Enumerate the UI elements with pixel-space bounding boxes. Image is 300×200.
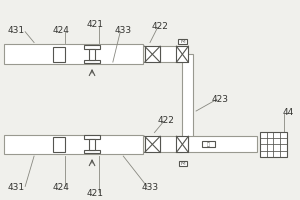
Bar <box>84 45 100 49</box>
Bar <box>53 47 65 62</box>
Bar <box>145 46 160 62</box>
Bar <box>260 132 287 157</box>
Text: 阀: 阀 <box>207 142 210 147</box>
Bar <box>202 141 215 147</box>
Bar <box>176 136 188 152</box>
Bar <box>178 39 187 44</box>
Text: 431: 431 <box>8 26 25 35</box>
Bar <box>188 136 257 152</box>
Text: 431: 431 <box>8 183 25 192</box>
Text: 424: 424 <box>52 26 69 35</box>
Text: 433: 433 <box>115 26 132 35</box>
Text: 433: 433 <box>141 183 159 192</box>
Text: M: M <box>180 39 185 44</box>
Bar <box>53 137 65 152</box>
Text: 421: 421 <box>86 189 103 198</box>
Bar <box>89 49 95 60</box>
Text: 44: 44 <box>283 108 294 117</box>
Text: 423: 423 <box>211 95 228 104</box>
Bar <box>4 44 142 64</box>
Bar <box>84 60 100 63</box>
Text: 422: 422 <box>158 116 175 125</box>
Bar <box>160 136 182 152</box>
Bar <box>179 161 187 166</box>
Bar <box>84 135 100 139</box>
Text: 424: 424 <box>52 183 69 192</box>
Bar <box>182 54 193 144</box>
Bar <box>145 136 160 152</box>
Bar <box>176 46 188 62</box>
Bar <box>84 150 100 153</box>
Text: 421: 421 <box>86 20 103 29</box>
Bar <box>89 139 95 150</box>
Text: M: M <box>181 161 185 166</box>
Text: 422: 422 <box>152 22 169 31</box>
Bar <box>4 135 142 154</box>
Bar <box>160 46 182 62</box>
